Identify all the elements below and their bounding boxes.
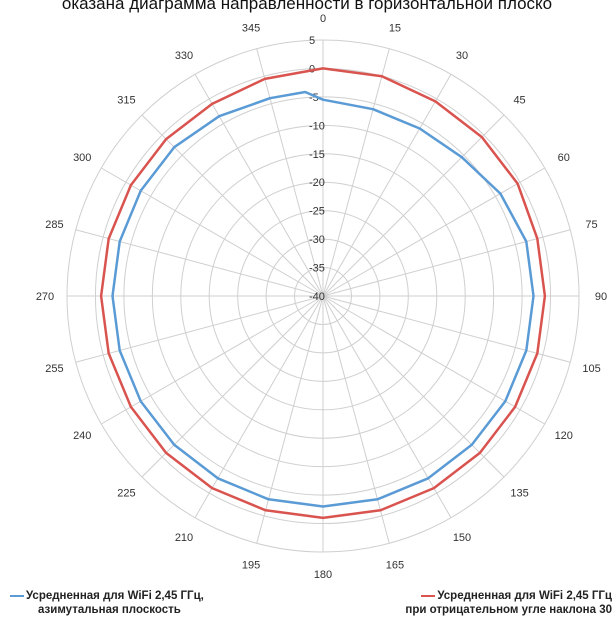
angle-tick-label: 315 <box>117 94 135 106</box>
grid-spoke <box>75 295 324 363</box>
angle-tick-label: 90 <box>595 291 607 303</box>
angle-tick-label: 345 <box>242 22 260 34</box>
series-line-1 <box>99 67 547 520</box>
angle-tick-label: 30 <box>456 50 468 62</box>
angle-tick-label: 120 <box>555 430 573 442</box>
legend-item-blue: Усредненная для WiFi 2,45 ГГц, азимуталь… <box>10 589 300 617</box>
angle-tick-label: 45 <box>513 94 525 106</box>
radial-tick-label: -35 <box>309 263 325 275</box>
grid-spoke <box>141 295 324 478</box>
radial-tick-label: -25 <box>309 206 325 218</box>
chart-title: оказана диаграмма направленности в гориз… <box>61 0 553 13</box>
grid-spoke <box>322 295 505 478</box>
grid-spoke <box>101 295 324 425</box>
angle-tick-label: 0 <box>320 13 326 25</box>
grid-spoke <box>101 167 324 297</box>
legend-label-line1: Усредненная для WiFi 2,45 ГГц, <box>26 590 204 602</box>
radial-labels: 50-5-10-15-20-25-30-35-40 <box>309 35 325 303</box>
legend-label-line1: Усредненная для WiFi 2,45 ГГц <box>437 590 612 602</box>
grid-spoke <box>322 167 545 297</box>
angle-tick-label: 255 <box>45 363 63 375</box>
angle-tick-label: 75 <box>585 219 597 231</box>
grid-spoke <box>194 295 324 518</box>
radial-tick-label: -20 <box>309 177 325 189</box>
radial-tick-label: -10 <box>309 120 325 132</box>
angle-tick-label: 165 <box>386 560 404 572</box>
angle-tick-label: 150 <box>453 532 471 544</box>
angle-tick-label: 225 <box>117 488 135 500</box>
radial-tick-label: -15 <box>309 149 325 161</box>
angle-tick-label: 195 <box>242 560 260 572</box>
grid-spoke <box>322 295 452 518</box>
angle-tick-label: 300 <box>73 152 91 164</box>
angle-tick-label: 210 <box>175 532 193 544</box>
grid-spoke <box>75 229 324 297</box>
angle-tick-label: 270 <box>36 291 54 303</box>
angle-tick-label: 135 <box>510 488 528 500</box>
angle-tick-label: 285 <box>45 219 63 231</box>
legend-swatch <box>10 594 24 597</box>
grid-spoke <box>322 295 545 425</box>
radial-tick-label: -5 <box>309 92 319 104</box>
series-line-0 <box>111 90 535 508</box>
grid-spoke <box>322 295 390 544</box>
radial-tick-label: -40 <box>309 291 325 303</box>
legend-swatch <box>421 594 436 597</box>
grid-spoke <box>256 48 324 297</box>
series-layer <box>99 67 547 520</box>
grid-spoke <box>141 114 324 297</box>
radial-tick-label: -30 <box>309 234 325 246</box>
angle-tick-label: 330 <box>175 50 193 62</box>
grid-spoke <box>322 295 571 363</box>
grid-spoke <box>256 295 324 544</box>
legend-label-line2: азимутальная плоскость <box>38 604 181 616</box>
angle-tick-label: 15 <box>389 22 401 34</box>
grid-spoke <box>194 74 324 297</box>
grid-spoke <box>322 48 390 297</box>
radial-tick-label: 5 <box>309 35 315 47</box>
grid-spokes <box>67 40 579 552</box>
grid-spoke <box>322 229 571 297</box>
angle-tick-label: 105 <box>582 363 600 375</box>
angle-tick-label: 180 <box>314 569 332 581</box>
grid-spoke <box>322 74 452 297</box>
legend-label-line2: при отрицательном угле наклона 30 <box>405 604 612 616</box>
angle-tick-label: 60 <box>558 152 570 164</box>
legend-item-red: Усредненная для WiFi 2,45 ГГц при отрица… <box>312 589 612 617</box>
grid-spoke <box>322 114 505 297</box>
angle-tick-label: 240 <box>73 430 91 442</box>
angle-labels: 0 15 30 45 60 75 90 105 120 135 150 165 180 195 210 225… <box>36 13 607 581</box>
